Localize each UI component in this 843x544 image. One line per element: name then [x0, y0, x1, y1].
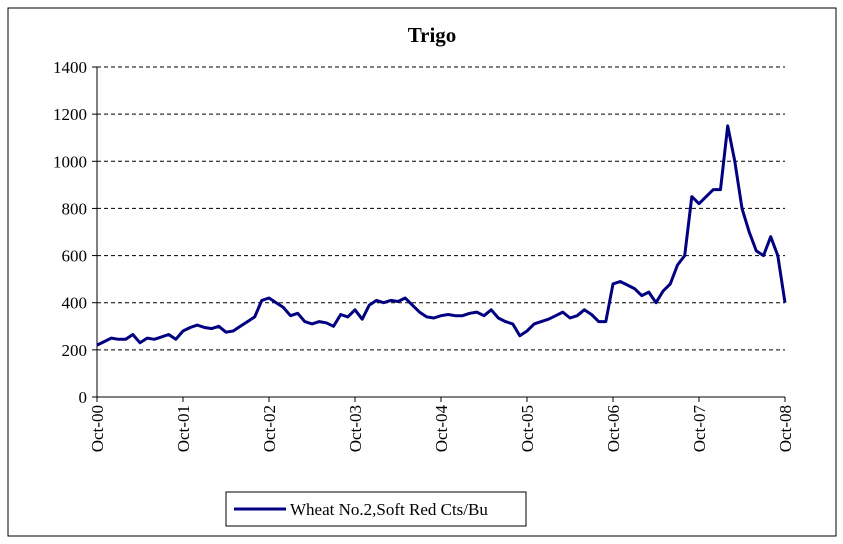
- y-tick-label: 600: [62, 247, 88, 266]
- y-tick-label: 1400: [53, 58, 87, 77]
- x-tick-label: Oct-01: [174, 405, 193, 452]
- chart-title: Trigo: [408, 23, 457, 47]
- x-tick-label: Oct-08: [776, 405, 795, 452]
- x-tick-label: Oct-04: [432, 405, 451, 453]
- y-tick-label: 400: [62, 294, 88, 313]
- legend-label: Wheat No.2,Soft Red Cts/Bu: [290, 500, 488, 519]
- x-tick-label: Oct-00: [88, 405, 107, 452]
- x-tick-label: Oct-02: [260, 405, 279, 452]
- y-tick-label: 1000: [53, 152, 87, 171]
- x-tick-label: Oct-03: [346, 405, 365, 452]
- x-tick-label: Oct-06: [604, 405, 623, 452]
- x-tick-label: Oct-05: [518, 405, 537, 452]
- y-tick-label: 0: [79, 388, 88, 407]
- y-tick-label: 800: [62, 199, 88, 218]
- y-tick-label: 1200: [53, 105, 87, 124]
- y-tick-label: 200: [62, 341, 88, 360]
- series-line: [96, 124, 787, 347]
- x-tick-label: Oct-07: [690, 405, 709, 453]
- chart-frame: [7, 7, 837, 537]
